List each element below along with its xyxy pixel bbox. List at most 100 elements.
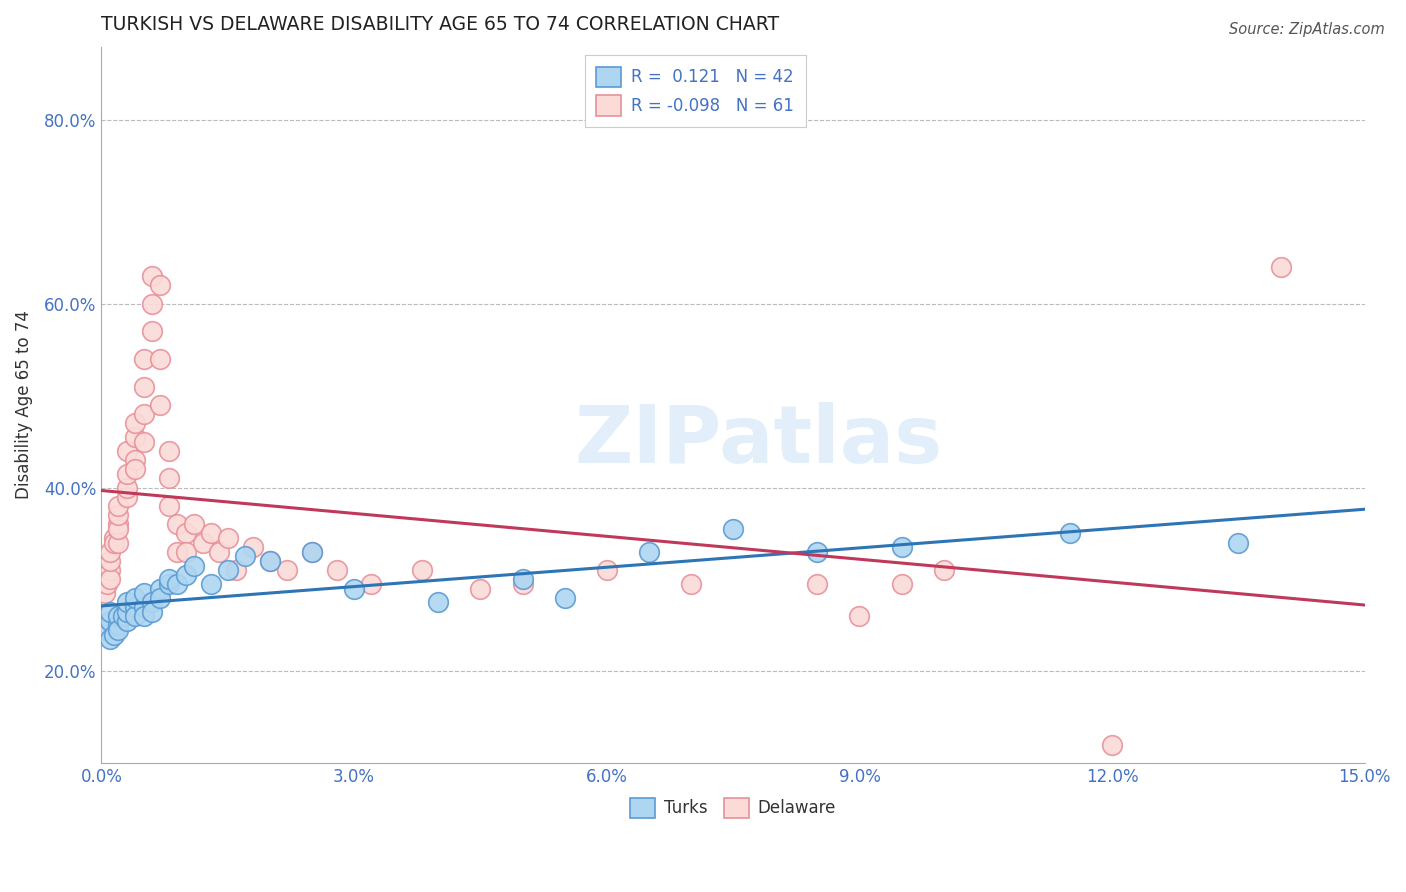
Point	[191, 535, 214, 549]
Point	[200, 577, 222, 591]
Point	[217, 563, 239, 577]
Point	[217, 531, 239, 545]
Point	[512, 573, 534, 587]
Point	[107, 609, 129, 624]
Point	[115, 490, 138, 504]
Point	[890, 541, 912, 555]
Point	[166, 517, 188, 532]
Point	[149, 591, 172, 605]
Point	[132, 599, 155, 614]
Point	[149, 351, 172, 366]
Point	[98, 573, 121, 587]
Point	[806, 545, 828, 559]
Point	[360, 577, 382, 591]
Point	[200, 526, 222, 541]
Point	[111, 609, 134, 624]
Point	[157, 577, 180, 591]
Point	[721, 522, 744, 536]
Point	[141, 595, 163, 609]
Point	[225, 563, 247, 577]
Point	[157, 573, 180, 587]
Point	[679, 577, 702, 591]
Point	[411, 563, 433, 577]
Point	[132, 379, 155, 393]
Point	[157, 499, 180, 513]
Point	[427, 595, 450, 609]
Point	[259, 554, 281, 568]
Point	[890, 577, 912, 591]
Point	[98, 554, 121, 568]
Point	[932, 563, 955, 577]
Point	[149, 582, 172, 596]
Point	[166, 545, 188, 559]
Point	[157, 443, 180, 458]
Point	[141, 605, 163, 619]
Point	[638, 545, 661, 559]
Point	[115, 614, 138, 628]
Point	[276, 563, 298, 577]
Point	[107, 623, 129, 637]
Point	[242, 541, 264, 555]
Point	[512, 577, 534, 591]
Point	[343, 582, 366, 596]
Point	[124, 609, 146, 624]
Point	[233, 549, 256, 564]
Point	[96, 577, 118, 591]
Point	[141, 297, 163, 311]
Point	[107, 508, 129, 522]
Point	[98, 545, 121, 559]
Point	[174, 545, 197, 559]
Point	[326, 563, 349, 577]
Point	[183, 517, 205, 532]
Point	[124, 462, 146, 476]
Point	[174, 567, 197, 582]
Point	[806, 577, 828, 591]
Point	[149, 278, 172, 293]
Point	[470, 582, 492, 596]
Point	[1059, 526, 1081, 541]
Point	[157, 471, 180, 485]
Point	[848, 609, 870, 624]
Point	[124, 591, 146, 605]
Point	[115, 467, 138, 481]
Point	[107, 499, 129, 513]
Point	[94, 623, 117, 637]
Y-axis label: Disability Age 65 to 74: Disability Age 65 to 74	[15, 310, 32, 500]
Point	[107, 535, 129, 549]
Point	[115, 481, 138, 495]
Point	[115, 605, 138, 619]
Point	[98, 614, 121, 628]
Point	[124, 417, 146, 431]
Point	[259, 554, 281, 568]
Point	[98, 563, 121, 577]
Point	[132, 609, 155, 624]
Point	[301, 545, 323, 559]
Point	[132, 434, 155, 449]
Point	[107, 522, 129, 536]
Point	[1227, 535, 1250, 549]
Point	[1270, 260, 1292, 274]
Point	[103, 531, 125, 545]
Point	[94, 586, 117, 600]
Point	[132, 407, 155, 421]
Point	[107, 517, 129, 532]
Point	[124, 599, 146, 614]
Legend: Turks, Delaware: Turks, Delaware	[621, 789, 844, 827]
Point	[166, 577, 188, 591]
Text: ZIPatlas: ZIPatlas	[574, 401, 942, 480]
Point	[1101, 738, 1123, 752]
Point	[208, 545, 231, 559]
Point	[174, 526, 197, 541]
Point	[115, 443, 138, 458]
Point	[141, 325, 163, 339]
Point	[183, 558, 205, 573]
Point	[124, 453, 146, 467]
Text: TURKISH VS DELAWARE DISABILITY AGE 65 TO 74 CORRELATION CHART: TURKISH VS DELAWARE DISABILITY AGE 65 TO…	[101, 15, 779, 34]
Point	[103, 535, 125, 549]
Point	[554, 591, 576, 605]
Point	[98, 605, 121, 619]
Point	[596, 563, 619, 577]
Point	[132, 586, 155, 600]
Point	[103, 627, 125, 641]
Point	[107, 618, 129, 632]
